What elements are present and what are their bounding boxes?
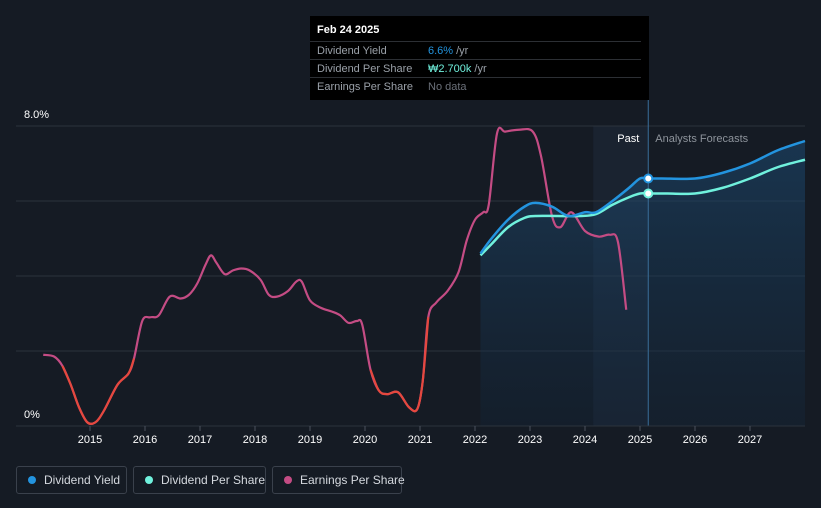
x-tick-label: 2019 xyxy=(298,434,322,446)
x-tick-label: 2024 xyxy=(573,434,597,446)
tooltip-label: Dividend Yield xyxy=(317,45,387,57)
legend-dividend-per-share[interactable]: Dividend Per Share xyxy=(133,466,266,494)
tooltip-date: Feb 24 2025 xyxy=(317,24,380,36)
tooltip-value: 6.6%/yr xyxy=(428,45,469,57)
x-tick-label: 2027 xyxy=(738,434,762,446)
legend-label: Dividend Yield xyxy=(44,473,121,487)
earnings-per-share-low-segment xyxy=(61,358,136,425)
x-tick-label: 2023 xyxy=(518,434,542,446)
past-area-fill xyxy=(480,178,649,426)
legend-label: Dividend Per Share xyxy=(161,473,266,487)
earnings-per-share-line xyxy=(43,126,628,425)
tooltip-label: Dividend Per Share xyxy=(317,63,413,75)
x-tick-label: 2015 xyxy=(78,434,102,446)
dividend-yield-line xyxy=(479,139,806,255)
marker-dividend-yield xyxy=(643,173,654,184)
tooltip-row-dividend-per-share: Dividend Per Share ₩2.700k/yr xyxy=(310,59,641,78)
tooltip-row-earnings-per-share: Earnings Per Share No data xyxy=(310,77,641,96)
x-tick-label: 2018 xyxy=(243,434,267,446)
legend-dot-icon xyxy=(284,476,292,484)
x-tick-label: 2021 xyxy=(408,434,432,446)
legend-dot-icon xyxy=(28,476,36,484)
tooltip-value: ₩2.700k/yr xyxy=(428,63,487,75)
legend-dot-icon xyxy=(145,476,153,484)
marker-dividend-per-share xyxy=(643,188,654,199)
forecast-area-fill xyxy=(648,141,805,426)
legend-earnings-per-share[interactable]: Earnings Per Share xyxy=(272,466,405,494)
tooltip-row-dividend-yield: Dividend Yield 6.6%/yr xyxy=(310,41,641,60)
tooltip-label: Earnings Per Share xyxy=(317,81,413,93)
legend-label: Earnings Per Share xyxy=(300,473,405,487)
y-axis-label-min: 0% xyxy=(24,409,40,421)
forecast-label: Analysts Forecasts xyxy=(655,133,748,145)
x-tick-label: 2017 xyxy=(188,434,212,446)
past-label: Past xyxy=(617,133,639,145)
legend-dividend-yield[interactable]: Dividend Yield xyxy=(16,466,127,494)
x-tick-label: 2020 xyxy=(353,434,377,446)
x-tick-label: 2022 xyxy=(463,434,487,446)
tooltip: Feb 24 2025 Dividend Yield 6.6%/yr Divid… xyxy=(310,16,649,100)
x-tick-label: 2025 xyxy=(628,434,652,446)
tooltip-value: No data xyxy=(428,81,467,93)
x-tick-label: 2016 xyxy=(133,434,157,446)
dividend-per-share-line xyxy=(479,158,806,257)
y-axis-label-max: 8.0% xyxy=(24,109,49,121)
earnings-per-share-low-segment xyxy=(369,317,430,413)
x-tick-label: 2026 xyxy=(683,434,707,446)
